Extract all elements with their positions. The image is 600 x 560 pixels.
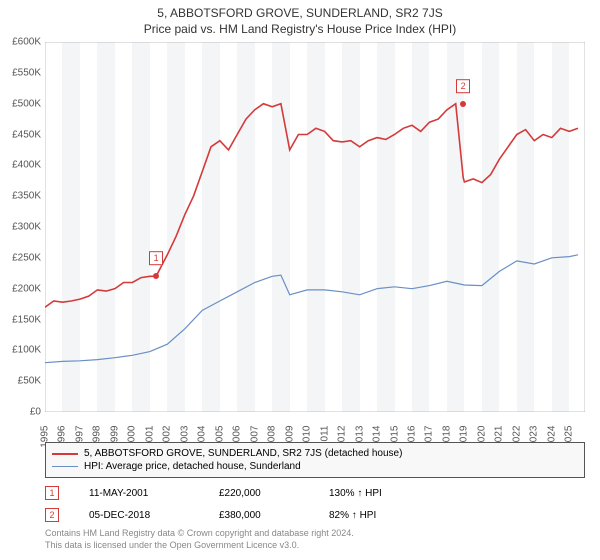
- chart-lines: [45, 42, 585, 412]
- marker-price: £380,000: [219, 510, 299, 521]
- footer-line2: This data is licensed under the Open Gov…: [45, 540, 354, 552]
- footer-line1: Contains HM Land Registry data © Crown c…: [45, 528, 354, 540]
- y-tick-label: £100K: [12, 345, 45, 356]
- y-tick-label: £50K: [18, 376, 45, 387]
- marker-table-row: 2 05-DEC-2018 £380,000 82% ↑ HPI: [45, 504, 585, 526]
- y-tick-label: £150K: [12, 314, 45, 325]
- y-tick-label: £200K: [12, 283, 45, 294]
- y-tick-label: £600K: [12, 37, 45, 48]
- marker-table: 1 11-MAY-2001 £220,000 130% ↑ HPI 2 05-DEC-20…: [45, 482, 585, 526]
- y-tick-label: £550K: [12, 67, 45, 78]
- marker-table-index: 1: [45, 486, 59, 500]
- marker-pct: 130% ↑ HPI: [329, 488, 382, 499]
- marker-label: 1: [149, 252, 163, 266]
- legend: 5, ABBOTSFORD GROVE, SUNDERLAND, SR2 7JS…: [45, 442, 585, 478]
- y-tick-label: £0: [30, 407, 45, 418]
- marker-table-index: 2: [45, 508, 59, 522]
- legend-swatch: [52, 466, 78, 467]
- y-tick-label: £450K: [12, 129, 45, 140]
- series-line: [45, 104, 578, 308]
- marker-dot: [153, 273, 159, 279]
- chart-container: 5, ABBOTSFORD GROVE, SUNDERLAND, SR2 7JS…: [0, 0, 600, 560]
- legend-swatch: [52, 453, 78, 455]
- marker-date: 05-DEC-2018: [89, 510, 189, 521]
- y-tick-label: £500K: [12, 98, 45, 109]
- legend-label: HPI: Average price, detached house, Sund…: [84, 461, 301, 472]
- legend-label: 5, ABBOTSFORD GROVE, SUNDERLAND, SR2 7JS…: [84, 448, 402, 459]
- chart-title-address: 5, ABBOTSFORD GROVE, SUNDERLAND, SR2 7JS: [0, 0, 600, 20]
- chart-title-subtitle: Price paid vs. HM Land Registry's House …: [0, 20, 600, 40]
- series-line: [45, 255, 578, 363]
- marker-table-row: 1 11-MAY-2001 £220,000 130% ↑ HPI: [45, 482, 585, 504]
- y-tick-label: £350K: [12, 191, 45, 202]
- marker-date: 11-MAY-2001: [89, 488, 189, 499]
- plot-area: £0£50K£100K£150K£200K£250K£300K£350K£400…: [45, 42, 585, 412]
- footer-text: Contains HM Land Registry data © Crown c…: [45, 528, 354, 551]
- marker-pct: 82% ↑ HPI: [329, 510, 376, 521]
- y-tick-label: £250K: [12, 252, 45, 263]
- legend-item: 5, ABBOTSFORD GROVE, SUNDERLAND, SR2 7JS…: [52, 447, 578, 460]
- marker-dot: [460, 101, 466, 107]
- legend-item: HPI: Average price, detached house, Sund…: [52, 460, 578, 473]
- marker-label: 2: [456, 79, 470, 93]
- y-tick-label: £400K: [12, 160, 45, 171]
- marker-price: £220,000: [219, 488, 299, 499]
- y-tick-label: £300K: [12, 222, 45, 233]
